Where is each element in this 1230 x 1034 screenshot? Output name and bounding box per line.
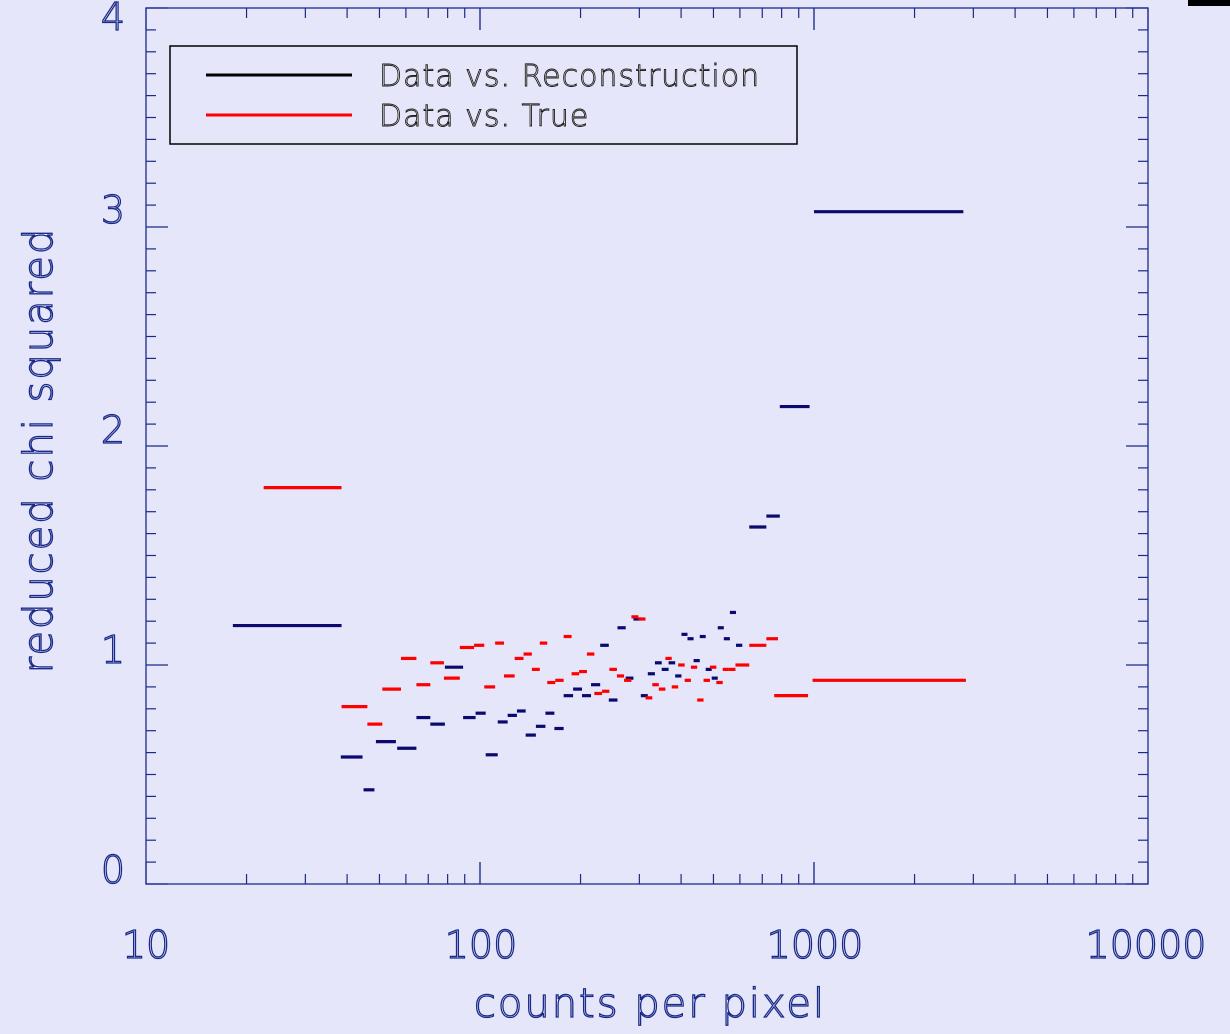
x-tick-label: 10	[122, 923, 170, 967]
x-axis-labels: 10 100 1000 10000	[121, 922, 1207, 967]
x-tick-label: 10000	[1086, 923, 1207, 967]
y-axis-title: reduced chi squared	[16, 227, 62, 673]
y-tick-label: 0	[101, 848, 125, 892]
legend-label-data-vs-reconstruction: Data vs. Reconstruction	[379, 59, 760, 94]
legend-label-data-vs-true: Data vs. True	[379, 99, 589, 134]
series-data-vs-reconstruction	[232, 210, 964, 792]
y-tick-label: 3	[101, 188, 125, 232]
corner-black-block	[1188, 0, 1230, 6]
series-data-vs-true	[263, 486, 966, 726]
axes-frame	[145, 7, 1149, 885]
y-tick-label: 2	[101, 408, 125, 452]
y-axis-labels: 0 1 2 3 4	[100, 0, 125, 893]
x-tick-label: 1000	[767, 923, 864, 967]
legend-box	[169, 45, 798, 145]
x-axis-title: counts per pixel	[474, 981, 826, 1027]
plot-frame	[145, 7, 1149, 885]
x-tick-label: 100	[445, 923, 518, 967]
y-tick-label: 1	[101, 628, 125, 672]
legend: Data vs. Reconstruction Data vs. True	[169, 45, 798, 145]
plot-area	[232, 210, 966, 792]
y-tick-label: 4	[101, 0, 125, 39]
